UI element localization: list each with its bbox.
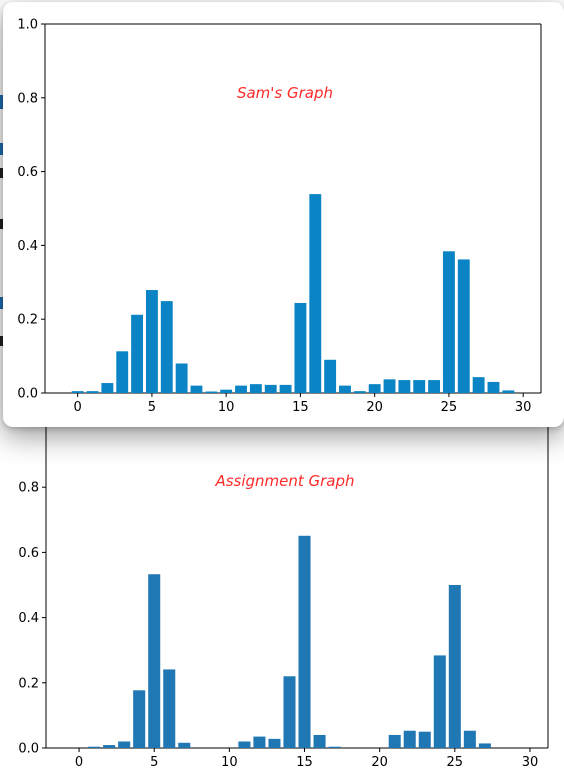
background-text-fragment	[0, 168, 3, 178]
y-tick-label: 0.4	[18, 611, 39, 626]
bar	[160, 301, 173, 393]
bar	[145, 290, 158, 393]
background-link-fragment	[0, 297, 4, 309]
bar	[472, 377, 485, 393]
bar	[368, 384, 381, 393]
bar	[398, 380, 411, 393]
bar	[103, 745, 116, 748]
background-window-edge	[0, 0, 12, 430]
bar	[118, 741, 131, 748]
x-tick-label: 20	[371, 755, 388, 770]
y-tick-label: 0.8	[18, 481, 39, 496]
background-link-fragment	[0, 143, 4, 155]
bar	[283, 676, 296, 748]
background-link-fragment	[0, 95, 4, 109]
background-window-fragment	[0, 95, 4, 346]
bar	[148, 574, 161, 748]
y-tick-label: 0.8	[17, 91, 38, 106]
bar	[116, 351, 129, 393]
x-tick-label: 5	[148, 400, 156, 415]
y-tick-label: 0.4	[17, 239, 38, 254]
chart-title: Assignment Graph	[214, 472, 354, 490]
bar	[253, 736, 266, 748]
x-tick-label: 25	[447, 755, 464, 770]
x-tick-label: 20	[366, 400, 383, 415]
bar	[205, 391, 218, 393]
x-tick-label: 0	[75, 755, 83, 770]
bar	[298, 535, 311, 748]
x-tick-label: 30	[522, 755, 539, 770]
bar	[235, 385, 247, 393]
sams-chart: 0 5 10 15 20 25 30 0.0 0.2 0.4 0.6 0.8 1.0 Sam's Grap…	[17, 18, 542, 415]
bar	[328, 746, 341, 748]
bar	[178, 742, 191, 748]
bar	[71, 391, 84, 393]
bar	[190, 385, 203, 393]
bar	[433, 655, 446, 748]
bar	[175, 363, 188, 393]
bar	[133, 690, 146, 748]
y-tick-label: 0.0	[17, 387, 38, 402]
x-tick-label: 30	[515, 400, 532, 415]
bar	[418, 731, 431, 748]
x-tick-label: 5	[150, 755, 158, 770]
bar	[163, 669, 176, 748]
bar	[463, 730, 476, 748]
bar	[264, 384, 277, 393]
bar	[220, 389, 233, 393]
bar	[448, 585, 461, 748]
bar	[353, 391, 366, 393]
sams-graph-popup[interactable]: 0 5 10 15 20 25 30 0.0 0.2 0.4 0.6 0.8 1.0 Sam's Grap…	[3, 2, 564, 427]
bar	[249, 384, 262, 393]
bar	[428, 380, 441, 393]
bar	[313, 734, 326, 748]
bar	[383, 379, 396, 393]
background-text-fragment	[0, 336, 3, 346]
bar	[442, 251, 455, 393]
x-tick-label: 25	[441, 400, 458, 415]
x-tick-label: 0	[74, 400, 82, 415]
y-tick-label: 0.6	[18, 546, 39, 561]
bar	[294, 302, 307, 393]
bar	[88, 746, 101, 748]
bar	[86, 391, 99, 393]
bar	[324, 359, 337, 393]
bar	[502, 390, 515, 393]
bar	[339, 385, 351, 393]
bar	[478, 743, 491, 748]
y-tick-label: 1.0	[17, 18, 38, 33]
bar	[279, 384, 292, 393]
bar	[131, 314, 144, 393]
bar	[413, 380, 426, 393]
x-tick-label: 15	[296, 755, 313, 770]
y-tick-label: 0.0	[18, 742, 39, 757]
y-tick-label: 0.6	[17, 165, 38, 180]
chart-title: Sam's Graph	[237, 84, 333, 102]
bar	[388, 734, 401, 748]
x-tick-label: 10	[221, 755, 238, 770]
bar	[457, 259, 470, 393]
bar	[101, 383, 114, 393]
bar	[238, 741, 251, 748]
background-text-fragment	[0, 219, 3, 229]
bar	[268, 738, 281, 748]
bar	[487, 381, 500, 393]
x-tick-label: 15	[292, 400, 309, 415]
y-tick-label: 0.2	[17, 313, 38, 328]
bar	[403, 730, 416, 748]
y-tick-label: 0.2	[18, 676, 39, 691]
x-tick-label: 10	[218, 400, 235, 415]
bar	[309, 194, 322, 393]
